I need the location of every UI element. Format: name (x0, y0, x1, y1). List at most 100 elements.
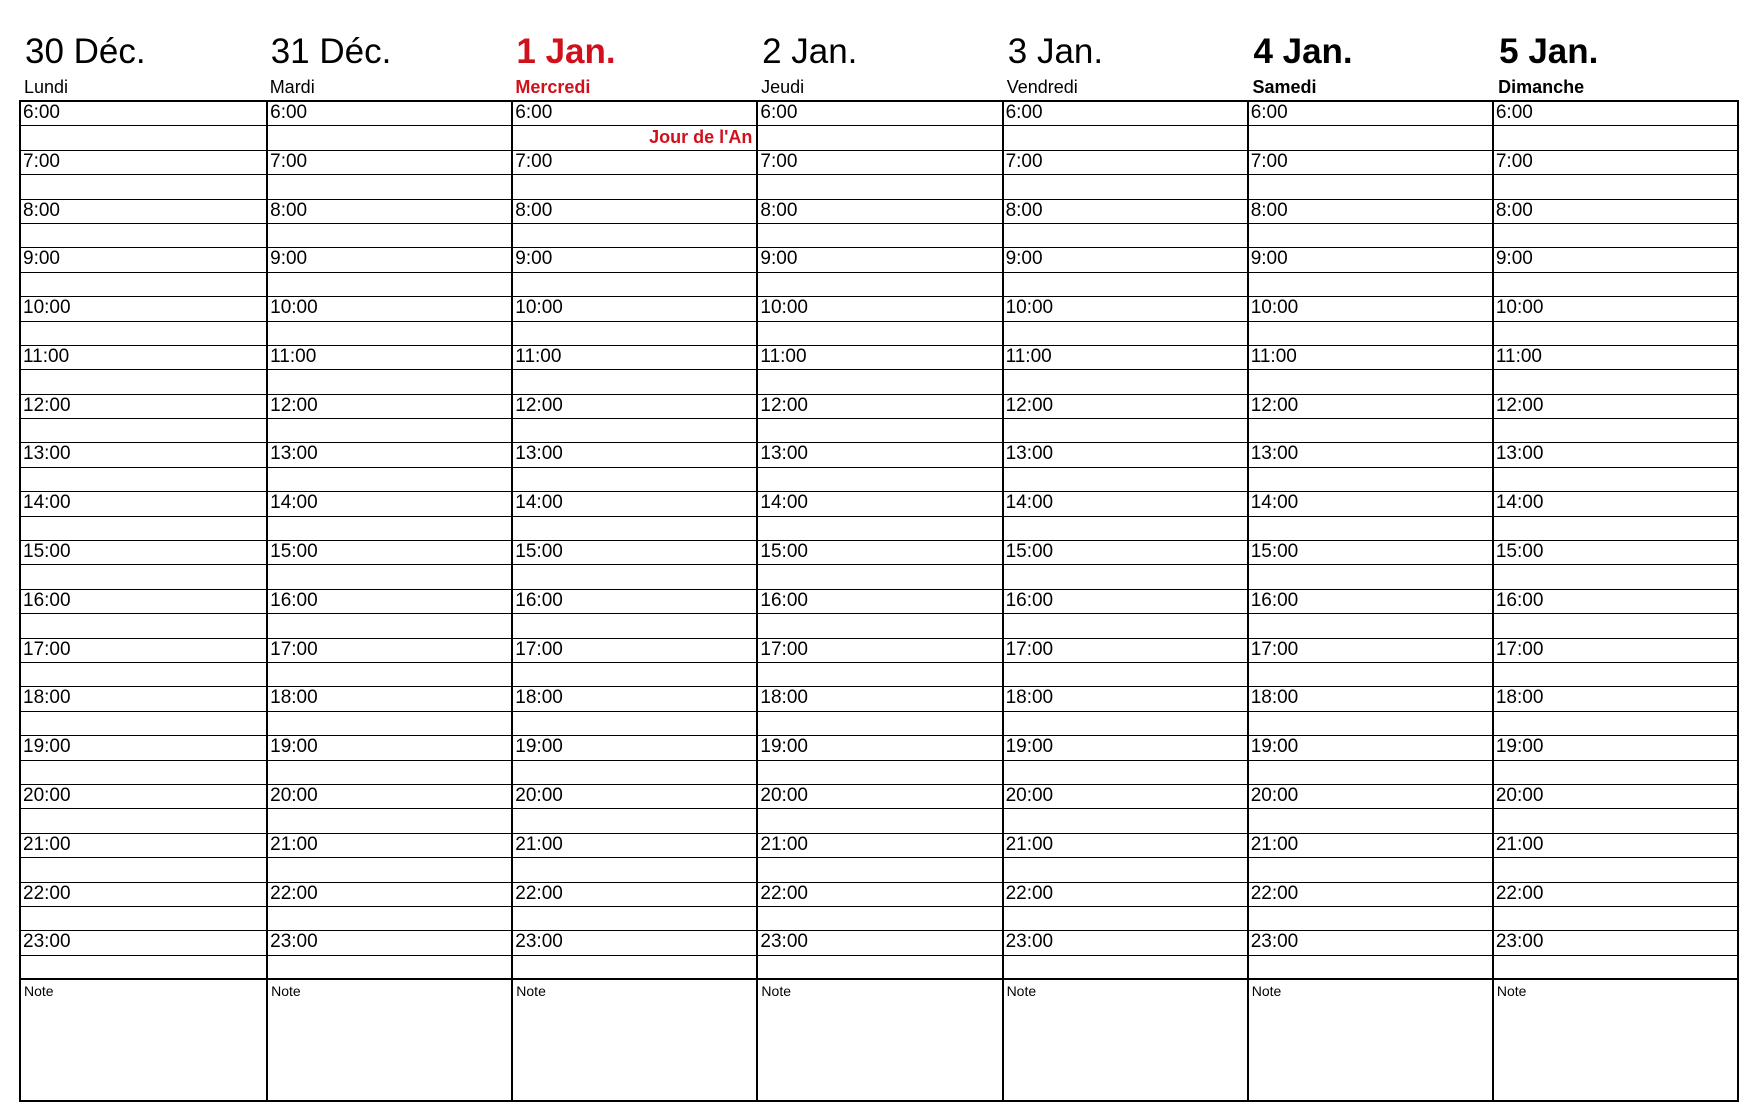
hour-slot[interactable]: 9:00 (268, 248, 512, 273)
hour-slot[interactable]: 11:00 (268, 346, 512, 371)
half-hour-slot[interactable] (1493, 858, 1737, 883)
half-hour-slot[interactable] (1493, 224, 1737, 249)
half-hour-slot[interactable] (513, 907, 757, 932)
hour-slot[interactable]: 13:00 (268, 443, 512, 468)
half-hour-slot[interactable] (21, 273, 267, 298)
half-hour-slot[interactable] (268, 126, 512, 151)
half-hour-slot[interactable] (1248, 468, 1492, 493)
half-hour-slot[interactable] (758, 956, 1002, 981)
hour-slot[interactable]: 14:00 (758, 492, 1002, 517)
half-hour-slot[interactable] (268, 175, 512, 200)
hour-slot[interactable]: 21:00 (268, 834, 512, 859)
half-hour-slot[interactable] (1493, 175, 1737, 200)
half-hour-slot[interactable] (21, 614, 267, 639)
hour-slot[interactable]: 23:00 (1493, 931, 1737, 956)
half-hour-slot[interactable] (513, 858, 757, 883)
hour-slot[interactable]: 15:00 (268, 541, 512, 566)
hour-slot[interactable]: 17:00 (1248, 639, 1492, 663)
half-hour-slot[interactable] (1003, 614, 1247, 639)
hour-slot[interactable]: 16:00 (1003, 590, 1247, 615)
hour-slot[interactable]: 15:00 (1493, 541, 1737, 566)
hour-slot[interactable]: 20:00 (513, 785, 757, 810)
hour-slot[interactable]: 16:00 (21, 590, 267, 615)
half-hour-slot[interactable] (1003, 517, 1247, 542)
half-hour-slot[interactable] (1248, 809, 1492, 834)
hour-slot[interactable]: 7:00 (1493, 151, 1737, 176)
hour-slot[interactable]: 16:00 (1248, 590, 1492, 615)
note-area[interactable]: Note (1004, 980, 1247, 1100)
note-area[interactable]: Note (513, 980, 756, 1100)
hour-slot[interactable]: 9:00 (1248, 248, 1492, 273)
hour-slot[interactable]: 11:00 (21, 346, 267, 371)
note-area[interactable]: Note (1494, 980, 1737, 1100)
hour-slot[interactable]: 21:00 (21, 834, 267, 859)
hour-slot[interactable]: 9:00 (758, 248, 1002, 273)
half-hour-slot[interactable] (758, 273, 1002, 298)
half-hour-slot[interactable] (1003, 907, 1247, 932)
half-hour-slot[interactable] (268, 712, 512, 737)
hour-slot[interactable]: 16:00 (513, 590, 757, 615)
half-hour-slot[interactable] (1493, 712, 1737, 737)
hour-slot[interactable]: 23:00 (1248, 931, 1492, 956)
half-hour-slot[interactable] (268, 809, 512, 834)
half-hour-slot[interactable] (1003, 858, 1247, 883)
half-hour-slot[interactable] (758, 663, 1002, 688)
hour-slot[interactable]: 13:00 (1493, 443, 1737, 468)
hour-slot[interactable]: 19:00 (1248, 736, 1492, 761)
half-hour-slot[interactable] (21, 175, 267, 200)
note-area[interactable]: Note (1249, 980, 1492, 1100)
half-hour-slot[interactable] (513, 468, 757, 493)
hour-slot[interactable]: 13:00 (21, 443, 267, 468)
hour-slot[interactable]: 10:00 (1248, 297, 1492, 322)
hour-slot[interactable]: 6:00 (1003, 102, 1247, 127)
half-hour-slot[interactable] (1003, 419, 1247, 444)
hour-slot[interactable]: 16:00 (1493, 590, 1737, 615)
half-hour-slot[interactable] (1493, 273, 1737, 298)
half-hour-slot[interactable] (1248, 663, 1492, 688)
half-hour-slot[interactable] (1003, 370, 1247, 395)
hour-slot[interactable]: 21:00 (1003, 834, 1247, 859)
hour-slot[interactable]: 18:00 (513, 687, 757, 712)
hour-slot[interactable]: 8:00 (758, 200, 1002, 224)
half-hour-slot[interactable] (758, 370, 1002, 395)
hour-slot[interactable]: 23:00 (758, 931, 1002, 956)
hour-slot[interactable]: 22:00 (758, 883, 1002, 907)
half-hour-slot[interactable] (1248, 956, 1492, 981)
half-hour-slot[interactable] (1493, 126, 1737, 151)
hour-slot[interactable]: 19:00 (21, 736, 267, 761)
half-hour-slot[interactable] (1248, 126, 1492, 151)
half-hour-slot[interactable] (513, 370, 757, 395)
hour-slot[interactable]: 6:00 (268, 102, 512, 127)
hour-slot[interactable]: 8:00 (21, 200, 267, 224)
half-hour-slot[interactable] (513, 419, 757, 444)
half-hour-slot[interactable] (513, 712, 757, 737)
half-hour-slot[interactable] (513, 663, 757, 688)
half-hour-slot[interactable] (1003, 273, 1247, 298)
hour-slot[interactable]: 7:00 (1003, 151, 1247, 176)
half-hour-slot[interactable] (268, 517, 512, 542)
half-hour-slot[interactable] (758, 517, 1002, 542)
hour-slot[interactable]: 6:00 (21, 102, 267, 127)
hour-slot[interactable]: 19:00 (268, 736, 512, 761)
hour-slot[interactable]: 6:00 (1493, 102, 1737, 127)
half-hour-slot[interactable] (268, 565, 512, 590)
half-hour-slot[interactable] (1248, 565, 1492, 590)
hour-slot[interactable]: 9:00 (21, 248, 267, 273)
half-hour-slot[interactable] (1003, 468, 1247, 493)
hour-slot[interactable]: 10:00 (1003, 297, 1247, 322)
hour-slot[interactable]: 18:00 (1003, 687, 1247, 712)
hour-slot[interactable]: 10:00 (21, 297, 267, 322)
half-hour-slot[interactable] (268, 663, 512, 688)
half-hour-slot[interactable] (758, 614, 1002, 639)
hour-slot[interactable]: 21:00 (1493, 834, 1737, 859)
half-hour-slot[interactable] (1493, 322, 1737, 346)
hour-slot[interactable]: 17:00 (513, 639, 757, 663)
hour-slot[interactable]: 8:00 (1003, 200, 1247, 224)
half-hour-slot[interactable] (1493, 419, 1737, 444)
hour-slot[interactable]: 6:00 (758, 102, 1002, 127)
hour-slot[interactable]: 12:00 (1493, 395, 1737, 420)
hour-slot[interactable]: 6:00 (513, 102, 757, 127)
half-hour-slot[interactable] (268, 907, 512, 932)
hour-slot[interactable]: 18:00 (758, 687, 1002, 712)
half-hour-slot[interactable] (1248, 761, 1492, 785)
